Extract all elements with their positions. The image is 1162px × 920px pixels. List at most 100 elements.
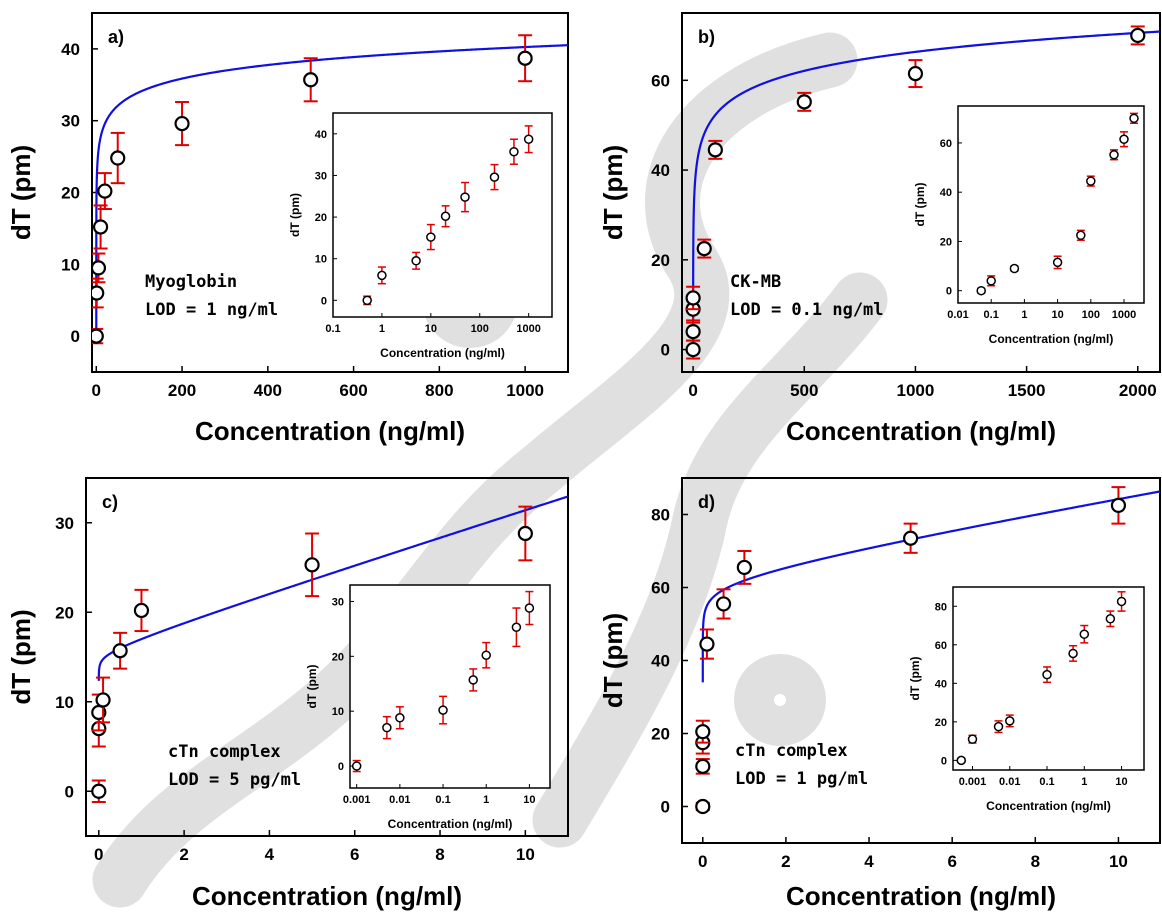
inset-data-point — [382, 722, 392, 733]
data-point — [174, 115, 190, 132]
x-tick-label: 10 — [1109, 852, 1128, 871]
inset-x-tick-label: 1 — [483, 794, 489, 806]
x-axis-title: Concentration (ng/ml) — [786, 881, 1056, 911]
x-tick-label: 1500 — [1008, 381, 1046, 400]
y-tick-label: 40 — [651, 652, 670, 671]
data-point — [685, 290, 701, 306]
inset-frame — [957, 105, 1145, 304]
data-point — [95, 692, 111, 708]
inset-x-tick-label: 1 — [1081, 776, 1087, 788]
x-tick-label: 0 — [94, 845, 103, 864]
inset-x-axis-title: Concentration (ng/ml) — [986, 799, 1111, 813]
inset-x-tick-label: 0.01 — [947, 309, 968, 321]
data-point — [517, 525, 533, 542]
inset-x-tick-label: 0.1 — [435, 794, 450, 806]
data-point — [92, 219, 109, 235]
x-tick-label: 200 — [168, 381, 196, 400]
x-axis-title: Concentration (ng/ml) — [192, 881, 462, 911]
data-point — [304, 557, 320, 573]
x-tick-label: 400 — [254, 381, 282, 400]
y-tick-label: 20 — [651, 725, 670, 744]
inset-x-tick-label: 10 — [1115, 776, 1127, 788]
x-tick-label: 0 — [698, 852, 707, 871]
x-axis-title: Concentration (ng/ml) — [195, 416, 465, 446]
inset-data-point — [1109, 150, 1119, 160]
inset-data-point — [1009, 263, 1020, 274]
annotation-line: Myoglobin — [145, 272, 237, 292]
y-tick-label: 10 — [61, 255, 80, 274]
inset-data-point — [468, 675, 478, 685]
inset-y-tick-label: 20 — [332, 651, 344, 663]
x-tick-label: 600 — [339, 381, 367, 400]
inset-y-axis-title: dT (pm) — [305, 665, 319, 709]
y-axis-title: dT (pm) — [598, 613, 628, 708]
data-point — [91, 783, 107, 799]
inset-x-tick-label: 0.001 — [959, 776, 987, 788]
inset-data-point — [377, 270, 387, 281]
fit-curve — [97, 495, 568, 681]
x-tick-label: 1000 — [506, 381, 544, 400]
inset-y-tick-label: 30 — [315, 170, 327, 182]
inset-data-point — [993, 721, 1004, 732]
y-tick-label: 10 — [55, 693, 74, 712]
inset-x-tick-label: 10 — [1051, 309, 1063, 321]
annotation-line: LOD = 1 pg/ml — [735, 769, 868, 789]
inset-x-tick-label: 1000 — [1112, 309, 1136, 321]
inset-data-point — [351, 761, 362, 771]
inset-chart: 0.001 0.01 0.1 1 10 0 20 40 60 80 Concentration (n… — [908, 586, 1145, 813]
data-point — [907, 65, 924, 82]
inset-data-point — [523, 134, 534, 144]
annotation-line: LOD = 0.1 ng/ml — [730, 300, 884, 320]
inset-x-tick-label: 0.01 — [999, 776, 1020, 788]
data-point — [695, 724, 711, 740]
inset-y-axis-title: dT (pm) — [908, 657, 922, 701]
inset-x-tick-label: 10 — [425, 323, 437, 335]
x-axis-title: Concentration (ng/ml) — [786, 416, 1056, 446]
data-point — [517, 50, 533, 66]
data-point — [133, 602, 150, 619]
x-tick-label: 1000 — [897, 381, 935, 400]
y-tick-label: 40 — [651, 161, 670, 180]
panel-label: d) — [698, 492, 715, 512]
inset-x-axis-title: Concentration (ng/ml) — [989, 332, 1114, 346]
x-tick-label: 4 — [265, 845, 275, 864]
inset-x-tick-label: 1 — [1021, 309, 1027, 321]
inset-data-point — [1068, 648, 1078, 659]
inset-y-tick-label: 40 — [315, 129, 327, 141]
plot-area — [695, 486, 1160, 815]
x-tick-label: 6 — [947, 852, 956, 871]
inset-x-tick-label: 0.01 — [389, 794, 410, 806]
x-tick-label: 0 — [92, 381, 101, 400]
y-tick-label: 80 — [651, 506, 670, 525]
data-point — [736, 559, 752, 576]
data-point — [695, 758, 711, 774]
inset-data-point — [1086, 176, 1096, 186]
inset-x-tick-label: 10 — [523, 794, 535, 806]
data-point — [796, 94, 812, 110]
inset-data-point — [1005, 716, 1015, 726]
inset-x-tick-label: 0.1 — [325, 323, 340, 335]
inset-y-tick-label: 20 — [940, 236, 952, 248]
annotation-line: LOD = 1 ng/ml — [145, 300, 278, 320]
inset-data-point — [1079, 629, 1090, 639]
x-tick-label: 2 — [781, 852, 790, 871]
x-tick-label: 8 — [1031, 852, 1040, 871]
x-tick-label: 10 — [516, 845, 535, 864]
inset-y-tick-label: 40 — [935, 678, 947, 690]
inset-y-tick-label: 80 — [935, 601, 947, 613]
y-tick-label: 40 — [61, 40, 80, 59]
inset-data-point — [395, 713, 405, 723]
inset-data-point — [1105, 614, 1116, 624]
inset-data-point — [1052, 257, 1063, 268]
inset-y-axis-title: dT (pm) — [288, 193, 302, 237]
x-tick-label: 8 — [435, 845, 444, 864]
inset-data-point — [489, 172, 500, 182]
plot-frame — [85, 477, 569, 837]
fit-curve — [701, 490, 1160, 683]
inset-y-tick-label: 20 — [315, 212, 327, 224]
data-point — [715, 596, 732, 612]
y-tick-label: 0 — [661, 341, 670, 360]
